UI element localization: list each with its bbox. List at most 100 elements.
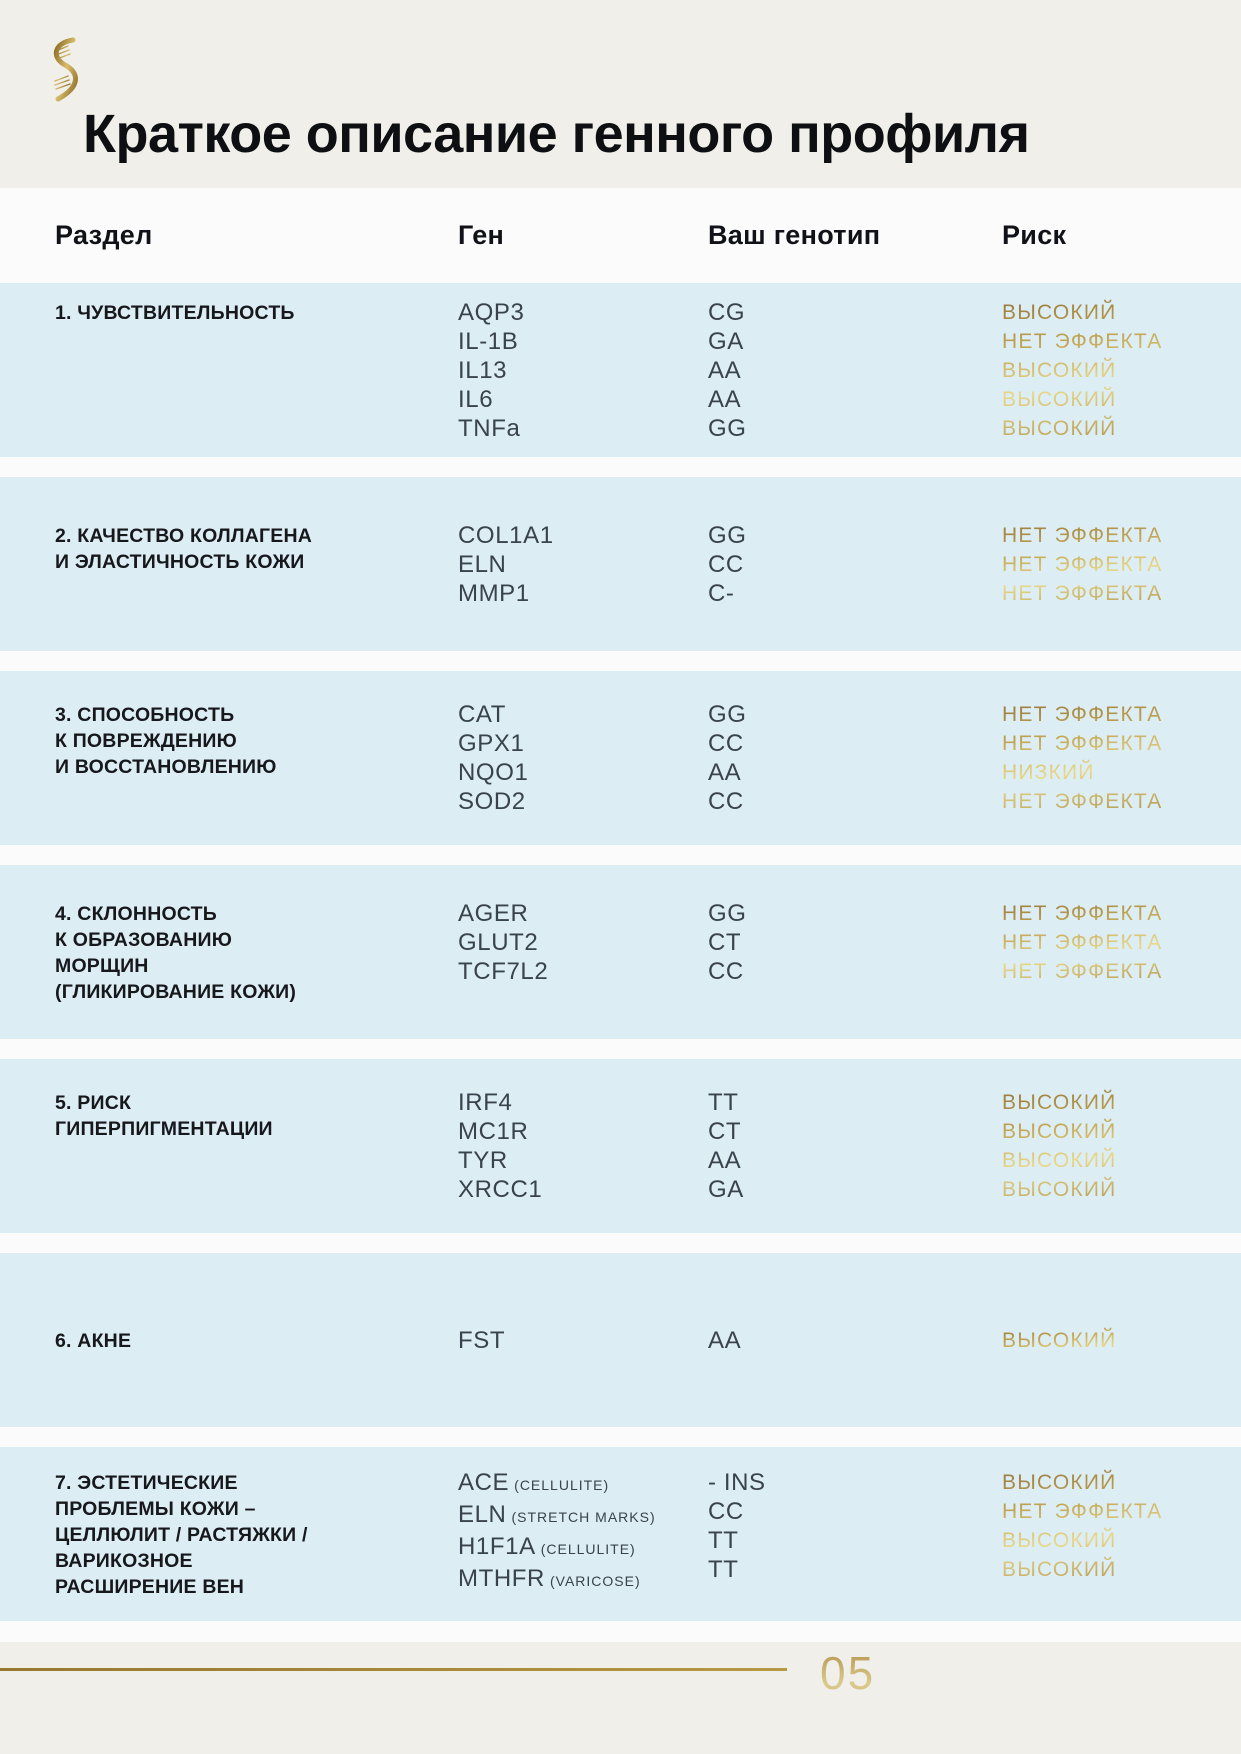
gene-name: IL13 [458, 356, 708, 385]
genotype-list: CG GA AA AA GG [708, 298, 1002, 443]
genotype-value: GA [708, 327, 744, 355]
gene-name: GPX1 [458, 729, 708, 758]
gene-symbol: ELN [458, 1501, 507, 1528]
gene-name: ELN (STRETCH MARKS) [458, 1500, 708, 1532]
section-label: 4. СКЛОННОСТЬ К ОБРАЗОВАНИЮ МОРЩИН (ГЛИКИРО… [55, 899, 458, 1005]
gene-name: MC1R [458, 1117, 708, 1146]
genotype-value: AA [708, 356, 742, 384]
section-label: 2. КАЧЕСТВО КОЛЛАГЕНА И ЭЛАСТИЧНОСТЬ КОЖИ [55, 521, 458, 575]
genotype-list: GG CC AA CC [708, 700, 1002, 816]
gene-note: (CELLULITE) [540, 1541, 636, 1557]
gene-name: TYR [458, 1146, 708, 1175]
section-label: 7. ЭСТЕТИЧЕСКИЕ ПРОБЛЕМЫ КОЖИ – ЦЕЛЛЮЛИТ /… [55, 1468, 458, 1600]
gene-name: COL1A1 [458, 521, 708, 550]
risk-list: ВЫСОКИЙ [1002, 1326, 1241, 1355]
gene-symbol: AGER [458, 900, 529, 927]
risk-value: ВЫСОКИЙ [1002, 1471, 1117, 1494]
gene-list: AQP3 IL-1B IL13 IL6 TNFa [458, 298, 708, 443]
gene-name: GLUT2 [458, 928, 708, 957]
risk-value: ВЫСОКИЙ [1002, 1120, 1117, 1143]
section-label-line: ПРОБЛЕМЫ КОЖИ – [55, 1498, 256, 1520]
section-label-line: ВАРИКОЗНОЕ [55, 1550, 193, 1572]
section-label: 1. ЧУВСТВИТЕЛЬНОСТЬ [55, 298, 458, 326]
gene-symbol: ACE [458, 1469, 510, 1496]
genotype-list: GG CC C- [708, 521, 1002, 608]
gene-symbol: H1F1A [458, 1533, 536, 1560]
column-header-genotype: Ваш генотип [708, 220, 881, 250]
column-header-section: Раздел [55, 220, 153, 250]
gene-name: AQP3 [458, 298, 708, 327]
profile-section-content: 4. СКЛОННОСТЬ К ОБРАЗОВАНИЮ МОРЩИН (ГЛИКИРО… [0, 899, 1241, 1005]
genotype-value: TT [708, 1089, 739, 1116]
genotype-value: CC [708, 730, 744, 757]
gene-name: H1F1A (CELLULITE) [458, 1532, 708, 1564]
genotype-value: C- [708, 579, 735, 607]
column-header-gene: Ген [458, 220, 505, 250]
genotype-value: GG [708, 414, 747, 442]
gene-list: FST [458, 1326, 708, 1355]
gene-name: IL6 [458, 385, 708, 414]
risk-value: ВЫСОКИЙ [1002, 1558, 1117, 1581]
profile-section-content: 2. КАЧЕСТВО КОЛЛАГЕНА И ЭЛАСТИЧНОСТЬ КОЖИ… [0, 521, 1241, 608]
genotype-value: AA [708, 1326, 742, 1354]
section-label-line: 4. СКЛОННОСТЬ [55, 903, 217, 925]
genotype-value: TT [708, 1527, 739, 1554]
risk-value: ВЫСОКИЙ [1002, 1091, 1117, 1114]
gene-name: TNFa [458, 414, 708, 443]
gene-symbol: GPX1 [458, 730, 525, 757]
gene-name: SOD2 [458, 787, 708, 816]
risk-list: НЕТ ЭФФЕКТА НЕТ ЭФФЕКТА НЕТ ЭФФЕКТА [1002, 521, 1241, 608]
gene-note: (VARICOSE) [549, 1573, 641, 1589]
risk-value: НЕТ ЭФФЕКТА [1002, 732, 1163, 755]
gene-list: COL1A1 ELN MMP1 [458, 521, 708, 608]
gene-symbol: GLUT2 [458, 929, 539, 956]
footer-spacer [0, 1621, 1241, 1642]
section-label-line: 6. АКНЕ [55, 1329, 132, 1352]
genotype-value: GG [708, 521, 747, 549]
risk-value: ВЫСОКИЙ [1002, 387, 1117, 411]
risk-value: ВЫСОКИЙ [1002, 358, 1117, 382]
risk-value: НИЗКИЙ [1002, 761, 1095, 784]
gene-list: CAT GPX1 NQO1 SOD2 [458, 700, 708, 816]
gene-symbol: IRF4 [458, 1089, 513, 1116]
section-label-line: К ОБРАЗОВАНИЮ [55, 929, 233, 951]
section-label-line: К ПОВРЕЖДЕНИЮ [55, 730, 237, 752]
profile-section: 1. ЧУВСТВИТЕЛЬНОСТЬ AQP3 IL-1B IL13 IL6 TNFa C… [0, 283, 1241, 457]
gene-symbol: MMP1 [458, 579, 530, 607]
gene-name: MTHFR (VARICOSE) [458, 1564, 708, 1596]
gene-name: ELN [458, 550, 708, 579]
gene-symbol: AQP3 [458, 298, 525, 326]
gene-symbol: MTHFR [458, 1565, 545, 1592]
profile-section: 4. СКЛОННОСТЬ К ОБРАЗОВАНИЮ МОРЩИН (ГЛИКИРО… [0, 865, 1241, 1039]
risk-list: НЕТ ЭФФЕКТА НЕТ ЭФФЕКТА НИЗКИЙ НЕТ ЭФФЕКТА [1002, 700, 1241, 816]
report-header: Краткое описание генного профиля [0, 0, 1241, 188]
risk-list: ВЫСОКИЙ НЕТ ЭФФЕКТА ВЫСОКИЙ ВЫСОКИЙ ВЫСОКИЙ [1002, 298, 1241, 443]
genotype-value: AA [708, 1147, 742, 1174]
section-label-line: 5. РИСК [55, 1092, 132, 1114]
genotype-value: CC [708, 550, 744, 578]
profile-section-content: 1. ЧУВСТВИТЕЛЬНОСТЬ AQP3 IL-1B IL13 IL6 TNFa C… [0, 298, 1241, 443]
risk-value: ВЫСОКИЙ [1002, 1178, 1117, 1201]
gene-symbol: NQO1 [458, 759, 529, 786]
profile-section: 3. СПОСОБНОСТЬ К ПОВРЕЖДЕНИЮ И ВОССТАНОВЛЕ… [0, 671, 1241, 845]
gene-list: ACE (CELLULITE) ELN (STRETCH MARKS) H1F1A (CE… [458, 1468, 708, 1596]
risk-value: НЕТ ЭФФЕКТА [1002, 581, 1163, 605]
risk-value: НЕТ ЭФФЕКТА [1002, 523, 1163, 547]
section-label-line: 2. КАЧЕСТВО КОЛЛАГЕНА [55, 524, 313, 547]
risk-list: НЕТ ЭФФЕКТА НЕТ ЭФФЕКТА НЕТ ЭФФЕКТА [1002, 899, 1241, 986]
gene-symbol: COL1A1 [458, 521, 554, 549]
gene-name: FST [458, 1326, 708, 1355]
risk-value: НЕТ ЭФФЕКТА [1002, 931, 1163, 954]
gene-symbol: FST [458, 1326, 506, 1354]
section-label-line: И ЭЛАСТИЧНОСТЬ КОЖИ [55, 550, 305, 573]
gene-note: (STRETCH MARKS) [511, 1509, 656, 1525]
risk-value: НЕТ ЭФФЕКТА [1002, 552, 1163, 576]
genotype-value: CG [708, 298, 746, 326]
genotype-value: AA [708, 759, 742, 786]
profile-section-content: 5. РИСК ГИПЕРПИГМЕНТАЦИИ IRF4 MC1R TYR XRCC1 T… [0, 1088, 1241, 1204]
risk-value: ВЫСОКИЙ [1002, 300, 1117, 324]
profile-section-content: 6. АКНЕ FST AA ВЫСОКИЙ [0, 1326, 1241, 1355]
gene-symbol: TYR [458, 1147, 508, 1174]
section-label: 6. АКНЕ [55, 1326, 458, 1354]
section-label-line: РАСШИРЕНИЕ ВЕН [55, 1576, 245, 1598]
